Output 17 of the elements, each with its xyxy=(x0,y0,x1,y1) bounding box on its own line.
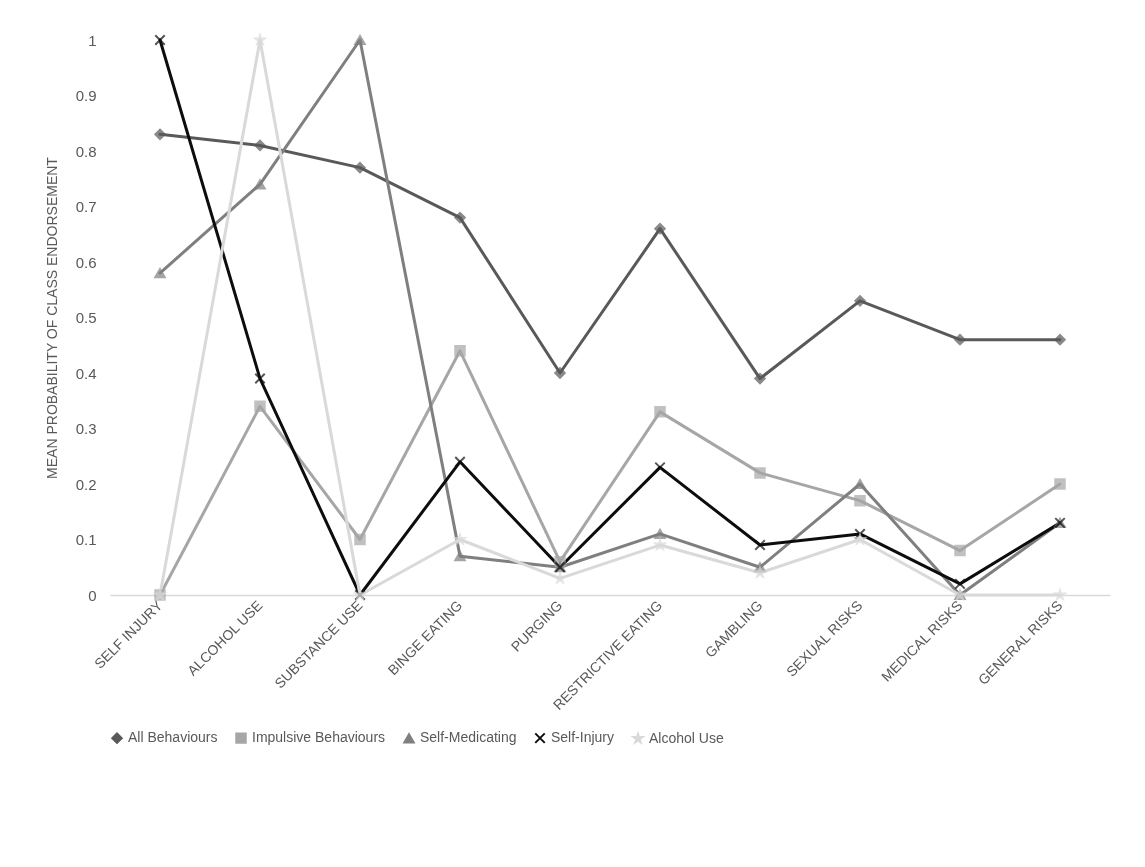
y-tick-label: 0.7 xyxy=(75,198,97,215)
y-tick-label: 0.6 xyxy=(75,253,97,271)
legend-label: Self-Medicating xyxy=(420,729,517,746)
y-tick-label: 0.8 xyxy=(75,142,97,160)
y-tick-label: 0.9 xyxy=(75,87,97,104)
y-tick-label: 0.5 xyxy=(75,309,97,326)
y-tick-label: 0.4 xyxy=(75,364,97,382)
legend-label: Alcohol Use xyxy=(649,729,724,746)
y-tick-label: 0.1 xyxy=(75,531,97,548)
y-tick-label: 0.3 xyxy=(75,420,97,437)
legend-label: All Behaviours xyxy=(128,729,218,746)
y-tick-label: 1 xyxy=(88,31,97,49)
legend-label: Self-Injury xyxy=(551,729,615,746)
y-tick-label: 0 xyxy=(88,586,97,604)
legend-label: Impulsive Behaviours xyxy=(252,729,386,746)
y-axis-title: MEAN PROBABILITY OF CLASS ENDORSEMENT xyxy=(43,156,60,479)
y-tick-label: 0.2 xyxy=(75,475,97,493)
